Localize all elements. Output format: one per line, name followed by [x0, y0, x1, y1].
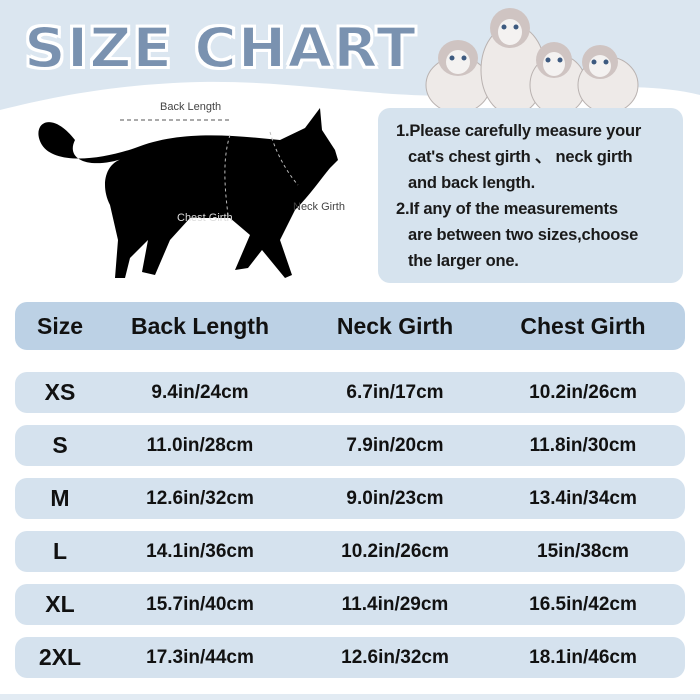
table-row: L 14.1in/36cm 10.2in/26cm 15in/38cm — [15, 531, 685, 572]
cell-chest-girth: 10.2in/26cm — [529, 381, 637, 403]
instruction-2-line-2: are between two sizes,choose — [408, 226, 639, 244]
header-size: Size — [36, 312, 84, 339]
cell-chest-girth: 18.1in/46cm — [529, 646, 637, 668]
cell-neck-girth: 7.9in/20cm — [346, 434, 444, 456]
table-row: S 11.0in/28cm 7.9in/20cm 11.8in/30cm — [15, 425, 685, 466]
cell-size: S — [52, 432, 68, 458]
measuring-instructions: 1.Please carefully measure your cat's ch… — [378, 108, 683, 283]
cell-neck-girth: 6.7in/17cm — [346, 381, 444, 403]
instruction-2: 2.If any of the measurements are between… — [396, 196, 673, 274]
cell-back-length: 15.7in/40cm — [146, 593, 254, 615]
table-row: XS 9.4in/24cm 6.7in/17cm 10.2in/26cm — [15, 372, 685, 413]
header-neck-girth: Neck Girth — [336, 312, 454, 339]
cell-neck-girth: 10.2in/26cm — [341, 540, 449, 562]
cell-chest-girth: 11.8in/30cm — [529, 434, 637, 456]
cell-size: 2XL — [38, 644, 82, 670]
instruction-2-line-1: 2.If any of the measurements — [396, 200, 618, 218]
cell-chest-girth: 15in/38cm — [537, 540, 629, 562]
table-row: M 12.6in/32cm 9.0in/23cm 13.4in/34cm — [15, 478, 685, 519]
cat-silhouette-diagram — [38, 108, 338, 278]
instruction-2-line-3: the larger one. — [408, 252, 519, 270]
cell-back-length: 9.4in/24cm — [151, 381, 249, 403]
table-row: 2XL 17.3in/44cm 12.6in/32cm 18.1in/46cm — [15, 637, 685, 678]
cell-neck-girth: 12.6in/32cm — [341, 646, 449, 668]
cell-size: XL — [45, 591, 75, 617]
cell-chest-girth: 13.4in/34cm — [529, 487, 637, 509]
cell-back-length: 14.1in/36cm — [146, 540, 254, 562]
header-back-length: Back Length — [130, 312, 270, 339]
cell-chest-girth: 16.5in/42cm — [529, 593, 637, 615]
cell-back-length: 17.3in/44cm — [146, 646, 254, 668]
kittens-photo — [425, 8, 639, 115]
neck-girth-label: Neck Girth — [293, 201, 345, 213]
cell-size: L — [52, 538, 68, 564]
instruction-1: 1.Please carefully measure your cat's ch… — [396, 118, 673, 196]
page-title: SIZE CHART — [23, 15, 417, 82]
cell-back-length: 12.6in/32cm — [146, 487, 254, 509]
back-length-label: Back Length — [160, 101, 222, 113]
bottom-strip — [0, 694, 700, 700]
table-header-row: Size Back Length Neck Girth Chest Girth — [15, 302, 685, 350]
chest-girth-label: Chest Girth — [177, 212, 233, 224]
cell-size: M — [50, 485, 70, 511]
instruction-1-line-2: cat's chest girth 、 neck girth — [408, 148, 633, 166]
cell-neck-girth: 9.0in/23cm — [346, 487, 444, 509]
instruction-1-line-1: 1.Please carefully measure your — [396, 122, 642, 140]
instruction-1-line-3: and back length. — [408, 174, 535, 192]
cell-size: XS — [44, 379, 76, 405]
header-chest-girth: Chest Girth — [520, 312, 646, 339]
cell-back-length: 11.0in/28cm — [146, 434, 254, 456]
cell-neck-girth: 11.4in/29cm — [341, 593, 449, 615]
table-row: XL 15.7in/40cm 11.4in/29cm 16.5in/42cm — [15, 584, 685, 625]
